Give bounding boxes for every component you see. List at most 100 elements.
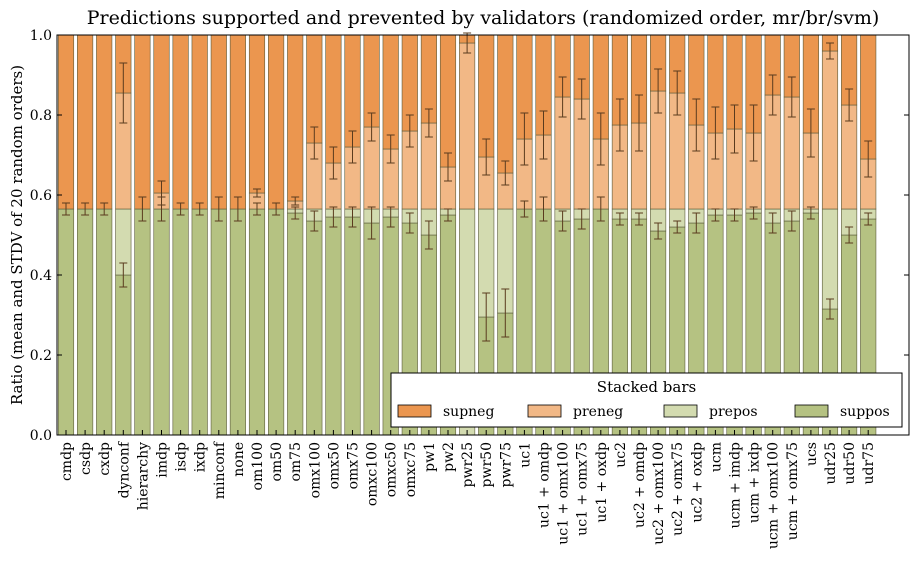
x-tick-label: omx100 <box>307 442 323 498</box>
x-tick-label: om100 <box>250 442 266 490</box>
x-tick-label: isdp <box>174 442 190 472</box>
bar-supneg <box>134 34 151 210</box>
chart-title: Predictions supported and prevented by v… <box>87 7 880 29</box>
bar-supneg <box>268 34 285 210</box>
bar-suppos <box>344 216 361 436</box>
x-tick-label: om50 <box>269 442 285 482</box>
x-tick-label: uc2 + omdp <box>632 442 648 528</box>
bar-suppos <box>115 274 132 436</box>
x-tick-label: ucm <box>708 442 724 472</box>
plot-frame <box>56 34 910 436</box>
bar-suppos <box>57 208 75 436</box>
x-tick-label: ucm + omx100 <box>766 442 782 549</box>
bar-suppos <box>191 208 208 436</box>
x-tick-label: ucm + ixdp <box>747 442 763 523</box>
legend-box <box>390 372 903 428</box>
x-tick-label: minconf <box>212 440 228 499</box>
x-tick-label: dynconf <box>116 440 132 498</box>
bar-supneg <box>439 34 457 168</box>
legend-swatch-prepos <box>663 404 698 418</box>
bar-suppos <box>96 208 113 436</box>
x-tick-label: pw2 <box>441 442 457 472</box>
bar-suppos <box>306 220 323 436</box>
x-tick-label: uc1 + oxdp <box>594 442 610 523</box>
legend-swatch-suppos <box>794 404 829 418</box>
bar-supneg <box>57 34 75 210</box>
x-tick-label: pwr50 <box>479 442 495 487</box>
bar-suppos <box>268 208 285 436</box>
bar-suppos <box>363 222 380 436</box>
legend-label-suppos: suppos <box>840 404 890 420</box>
bar-supneg <box>497 34 514 174</box>
y-axis-label: Ratio (mean and STDV of 20 random orders… <box>8 65 26 405</box>
x-tick-label: csdp <box>78 442 94 475</box>
x-tick-label: omx50 <box>326 442 342 489</box>
x-tick-label: uc2 <box>613 442 629 468</box>
legend-title: Stacked bars <box>597 378 696 396</box>
bar-suppos <box>153 208 170 436</box>
x-tick-label: ucs <box>804 442 820 466</box>
y-tick-label: 1.0 <box>30 28 52 44</box>
x-tick-label: uc1 + omx75 <box>575 442 591 536</box>
legend-label-prepos: prepos <box>709 404 758 420</box>
bar-supneg <box>248 34 266 194</box>
x-tick-label: omxc50 <box>384 442 400 497</box>
x-tick-label: uc1 + omdp <box>537 442 553 528</box>
bar-suppos <box>134 208 151 436</box>
x-tick-label: pw1 <box>422 442 438 472</box>
x-tick-label: omxc75 <box>403 442 419 497</box>
bar-supneg <box>229 34 246 210</box>
x-tick-label: uc2 + omx100 <box>651 442 667 545</box>
y-tick-label: 0.6 <box>30 188 52 204</box>
x-tick-label: hierarchy <box>135 442 151 510</box>
bar-supneg <box>153 34 170 194</box>
y-tick-label: 0.8 <box>30 108 52 124</box>
x-tick-label: ucm + omx75 <box>785 442 801 540</box>
x-tick-label: udr25 <box>823 442 839 485</box>
y-axis: 0.0 0.2 0.4 0.6 0.8 1.0 <box>30 28 909 444</box>
x-axis: cmdp csdp cxdp dynconf hierarchy imdp isdp ixdp… <box>59 430 877 549</box>
legend-label-preneg: preneg <box>573 404 623 420</box>
x-tick-label: pwr75 <box>498 442 514 487</box>
x-tick-label: uc2 + oxdp <box>689 442 705 523</box>
bar-suppos <box>287 212 304 436</box>
y-tick-label: 0.2 <box>30 348 52 364</box>
legend-label-supneg: supneg <box>443 404 494 420</box>
bar-supneg <box>191 34 208 210</box>
x-tick-label: cmdp <box>59 442 75 481</box>
x-tick-label: udr50 <box>842 442 858 485</box>
bar-supneg <box>860 34 877 160</box>
bar-suppos <box>77 208 94 436</box>
legend: Stacked bars supneg preneg prepos suppos <box>390 372 903 428</box>
bar-supneg <box>287 34 304 202</box>
x-tick-label: cxdp <box>97 442 113 476</box>
x-tick-label: omxc100 <box>365 442 381 506</box>
x-tick-label: ixdp <box>193 442 209 472</box>
bar-supneg <box>382 34 399 150</box>
bar-preneg <box>821 50 839 210</box>
errorbars-layer <box>62 32 873 342</box>
bar-supneg <box>96 34 113 210</box>
x-tick-label: omx75 <box>346 442 362 489</box>
bar-suppos <box>172 208 189 436</box>
x-tick-label: uc1 <box>517 442 533 468</box>
x-tick-label: none <box>231 442 247 477</box>
bar-suppos <box>248 208 266 436</box>
bar-prepos <box>821 208 839 310</box>
bar-supneg <box>344 34 361 148</box>
x-tick-label: om75 <box>288 442 304 482</box>
bar-suppos <box>210 208 227 436</box>
y-tick-label: 0.4 <box>30 268 52 284</box>
x-tick-label: uc2 + omx75 <box>670 442 686 536</box>
bar-preneg <box>459 42 476 210</box>
x-tick-label: uc1 + omx100 <box>556 442 572 545</box>
x-tick-label: udr75 <box>861 442 877 485</box>
legend-entries: supneg preneg prepos suppos <box>397 404 890 420</box>
bar-supneg <box>172 34 189 210</box>
x-tick-label: pwr25 <box>460 442 476 487</box>
legend-swatch-supneg <box>397 404 432 418</box>
bar-supneg <box>210 34 227 210</box>
bar-suppos <box>229 208 246 436</box>
bar-supneg <box>325 34 342 164</box>
